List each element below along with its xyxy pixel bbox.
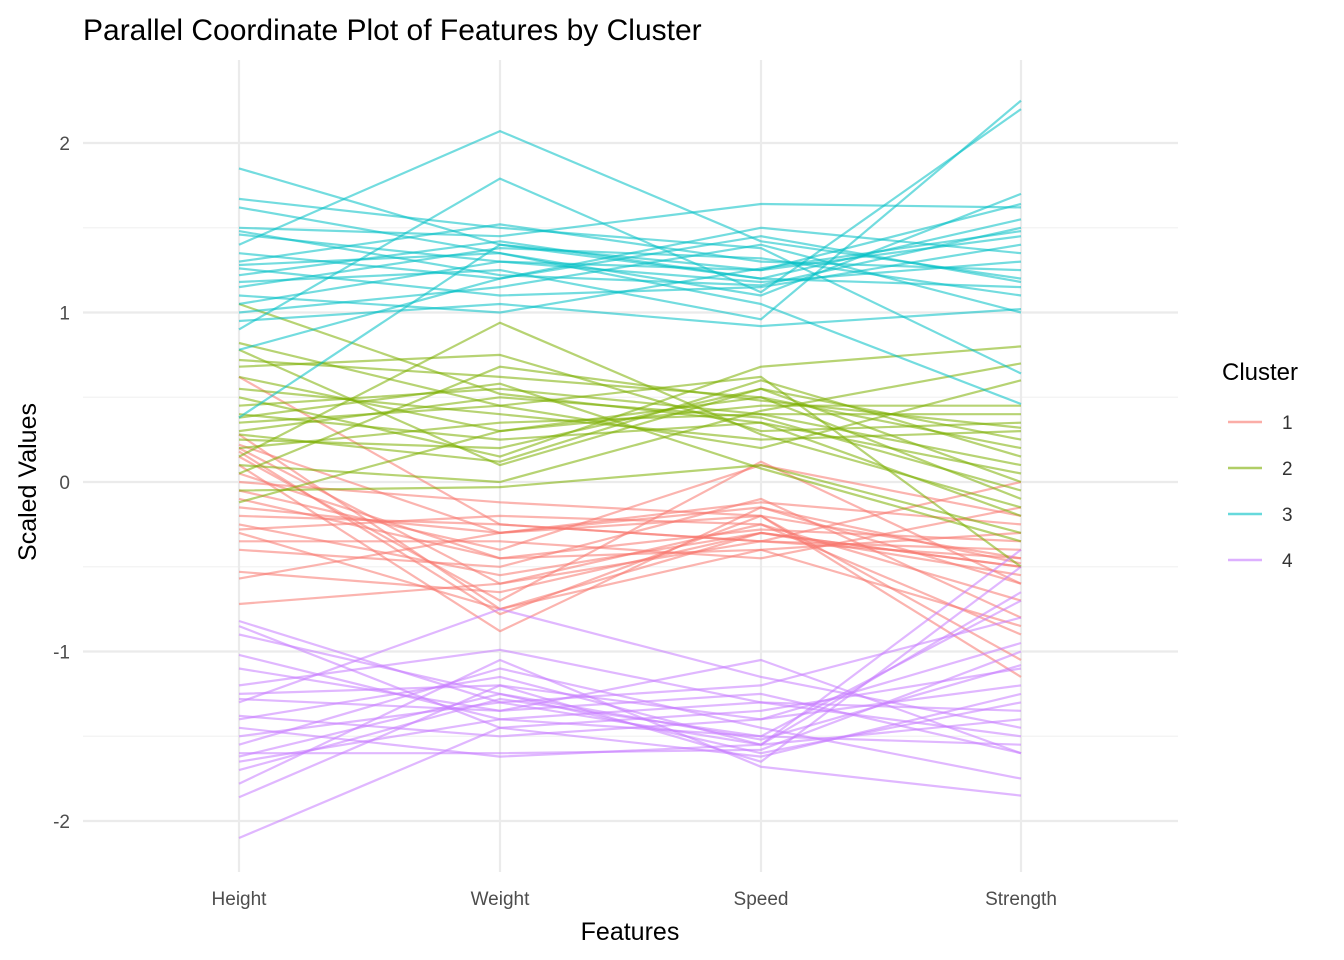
y-tick-label: 0 [59, 473, 70, 494]
cluster-3-line [238, 99, 1022, 321]
cluster-1-line [239, 506, 1022, 560]
cluster-4-line [238, 658, 1022, 797]
legend-label: 3 [1282, 505, 1293, 526]
legend-item-3: 3 [1228, 505, 1293, 526]
cluster-3-line [238, 247, 1022, 297]
cluster-1-line [238, 523, 1022, 577]
x-tick-label: Height [212, 889, 268, 910]
cluster-3-line [238, 260, 1022, 306]
cluster-3-line [238, 243, 1022, 314]
y-axis-title: Scaled Values [14, 403, 42, 561]
cluster-4-line [238, 616, 1022, 738]
cluster-1-line [238, 497, 1022, 619]
cluster-3-line [238, 302, 1022, 328]
x-axis-ticks: Height Weight Speed Strength [212, 889, 1057, 910]
y-tick-label: -2 [53, 812, 70, 833]
cluster-2-line [238, 302, 1022, 475]
cluster-2-lines [238, 302, 1022, 568]
cluster-3-line [238, 226, 1022, 287]
cluster-3-line [238, 197, 1022, 375]
x-axis-title: Features [581, 918, 680, 946]
legend-item-2: 2 [1228, 459, 1293, 480]
cluster-1-lines [238, 375, 1022, 678]
cluster-3-line [238, 167, 1022, 289]
x-tick-label: Weight [471, 889, 531, 910]
cluster-4-line [238, 664, 1022, 758]
cluster-2-line [238, 321, 1022, 509]
y-tick-label: 2 [59, 134, 70, 155]
cluster-1-line [238, 480, 1022, 678]
legend: Cluster 1 2 3 4 [1222, 359, 1298, 572]
cluster-4-line [238, 648, 1022, 738]
cluster-2-line [238, 365, 1022, 475]
legend-item-4: 4 [1228, 551, 1293, 572]
cluster-4-line [238, 548, 1022, 758]
cluster-2-line [238, 413, 1022, 517]
cluster-4-line [238, 667, 1022, 755]
x-tick-label: Speed [734, 889, 789, 910]
cluster-3-line [238, 192, 1022, 297]
cluster-3-lines [238, 99, 1022, 419]
y-tick-label: 1 [59, 304, 70, 325]
chart-title: Parallel Coordinate Plot of Features by … [83, 14, 702, 47]
cluster-2-line [238, 379, 1022, 463]
legend-label: 4 [1282, 551, 1293, 572]
cluster-2-line [238, 382, 1022, 543]
y-axis-ticks: -2 -1 0 1 2 [53, 134, 70, 833]
cluster-lines [238, 99, 1022, 840]
legend-label: 2 [1282, 459, 1293, 480]
cluster-2-line [238, 362, 1022, 484]
cluster-2-line [238, 353, 1022, 433]
cluster-3-line [238, 202, 1022, 238]
legend-label: 1 [1282, 413, 1293, 434]
cluster-4-line [238, 667, 1022, 780]
y-tick-label: -1 [53, 643, 70, 664]
legend-items: 1 2 3 4 [1228, 413, 1293, 572]
cluster-3-line [238, 252, 1022, 406]
x-tick-label: Strength [985, 889, 1057, 910]
cluster-2-line [238, 464, 1022, 534]
cluster-4-line [238, 692, 1022, 840]
cluster-3-line [238, 230, 1022, 314]
cluster-4-lines [238, 548, 1022, 840]
cluster-1-line [238, 501, 1022, 580]
cluster-1-line [238, 531, 1022, 628]
cluster-2-line [238, 396, 1022, 504]
cluster-2-line [238, 358, 1022, 500]
cluster-2-line [238, 387, 1022, 467]
cluster-2-line [238, 396, 1022, 492]
legend-item-1: 1 [1228, 413, 1293, 434]
cluster-1-line [238, 497, 1022, 560]
legend-title: Cluster [1222, 359, 1298, 386]
cluster-1-line [238, 480, 1022, 606]
cluster-4-line [238, 625, 1022, 729]
cluster-3-line [238, 202, 1022, 419]
